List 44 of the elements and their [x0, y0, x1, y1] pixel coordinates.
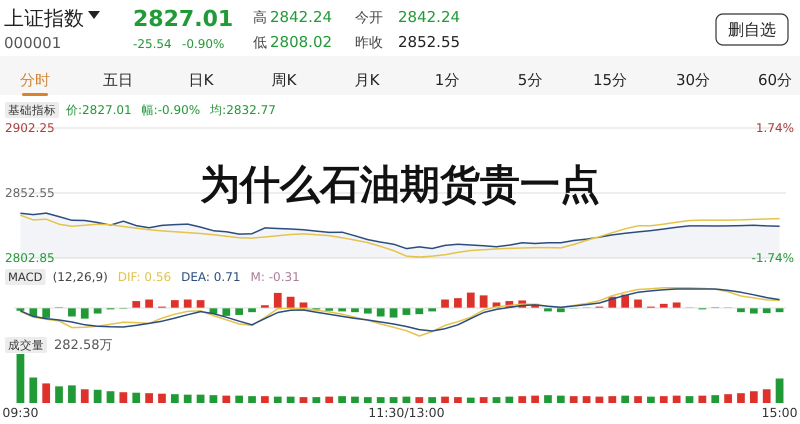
- text: 昨收: [355, 35, 383, 51]
- y-tick-label: 2802.85: [5, 251, 55, 265]
- text: 分时: [20, 71, 50, 89]
- text: 日K: [188, 71, 215, 89]
- y-tick-label: 2902.25: [5, 121, 55, 135]
- text: 幅:-0.90%: [142, 103, 200, 117]
- text: 30分: [676, 71, 710, 89]
- text: MACD: [8, 270, 43, 284]
- text: DEA: 0.71: [181, 270, 241, 284]
- y2-tick-label: 1.74%: [756, 121, 794, 135]
- text: 高: [253, 10, 267, 26]
- text: 价:2827.01: [65, 103, 132, 117]
- text: 基础指标: [8, 103, 56, 117]
- text: 282.58万: [54, 338, 112, 353]
- text: 均:2832.77: [209, 103, 276, 117]
- text: 五日: [103, 71, 133, 89]
- text: 60分: [758, 71, 792, 89]
- text: 000001: [4, 34, 62, 52]
- text: 周K: [272, 71, 298, 89]
- x-tick-label: 11:30/13:00: [368, 405, 445, 420]
- text: -25.54: [133, 37, 172, 51]
- text: 今开: [355, 10, 383, 26]
- annotation: 为什么石油期货贵一点: [200, 162, 600, 208]
- text: 上证指数: [4, 6, 84, 30]
- text: 15分: [592, 71, 628, 89]
- text: M: -0.31: [250, 270, 300, 284]
- text: 1分: [434, 71, 460, 89]
- text: -0.90%: [182, 37, 224, 51]
- x-tick-label: 15:00: [762, 405, 798, 420]
- y2-tick-label: -1.74%: [752, 251, 794, 265]
- text: 2852.55: [398, 33, 460, 51]
- x-tick-label: 09:30: [2, 405, 38, 420]
- text: 月K: [354, 71, 381, 89]
- y-tick-label: 2852.55: [5, 186, 55, 200]
- text: 成交量: [8, 338, 44, 352]
- text: 5分: [518, 71, 542, 89]
- text: 删自选: [728, 20, 776, 39]
- text: DIF: 0.56: [118, 270, 172, 284]
- text: 2842.24: [270, 8, 332, 26]
- text: 2842.24: [398, 8, 460, 26]
- text: (12,26,9): [52, 270, 108, 284]
- text: 2808.02: [270, 33, 332, 51]
- text: 2827.01: [133, 7, 234, 32]
- text: 低: [253, 35, 267, 51]
